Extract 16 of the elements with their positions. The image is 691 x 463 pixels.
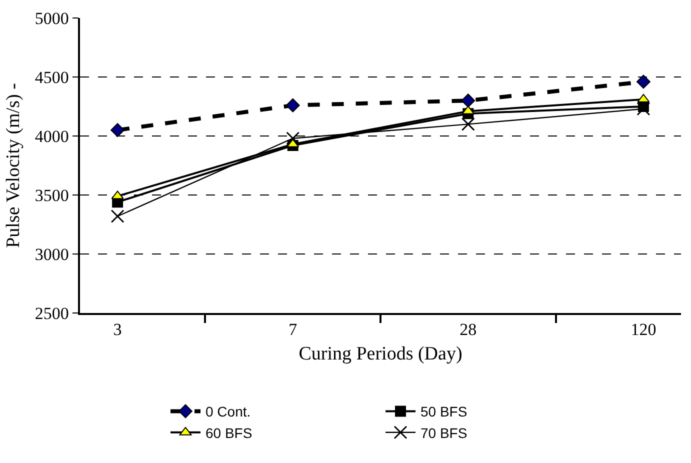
x-tick-label: 120	[630, 320, 656, 340]
x-tick-label: 7	[288, 320, 298, 340]
y-tick-label: 4000	[34, 126, 69, 146]
y-tick-label: 4500	[34, 68, 69, 87]
y-axis-title: Pulse Velocity (m/s) -	[3, 83, 24, 248]
y-tick-label: 5000	[34, 8, 69, 28]
legend-label: 0 Cont.	[206, 404, 251, 420]
y-tick-label: 3500	[34, 186, 69, 205]
x-tick-label: 28	[460, 320, 477, 340]
y-tick-label: 2500	[34, 304, 69, 323]
legend-label: 70 BFS	[420, 424, 468, 441]
x-axis-title: Curing Periods (Day)	[298, 343, 462, 364]
x-tick-label: 3	[113, 320, 122, 340]
legend-label: 50 BFS	[420, 404, 468, 420]
legend-label: 60 BFS	[206, 424, 252, 441]
y-tick-label: 3000	[34, 244, 69, 264]
